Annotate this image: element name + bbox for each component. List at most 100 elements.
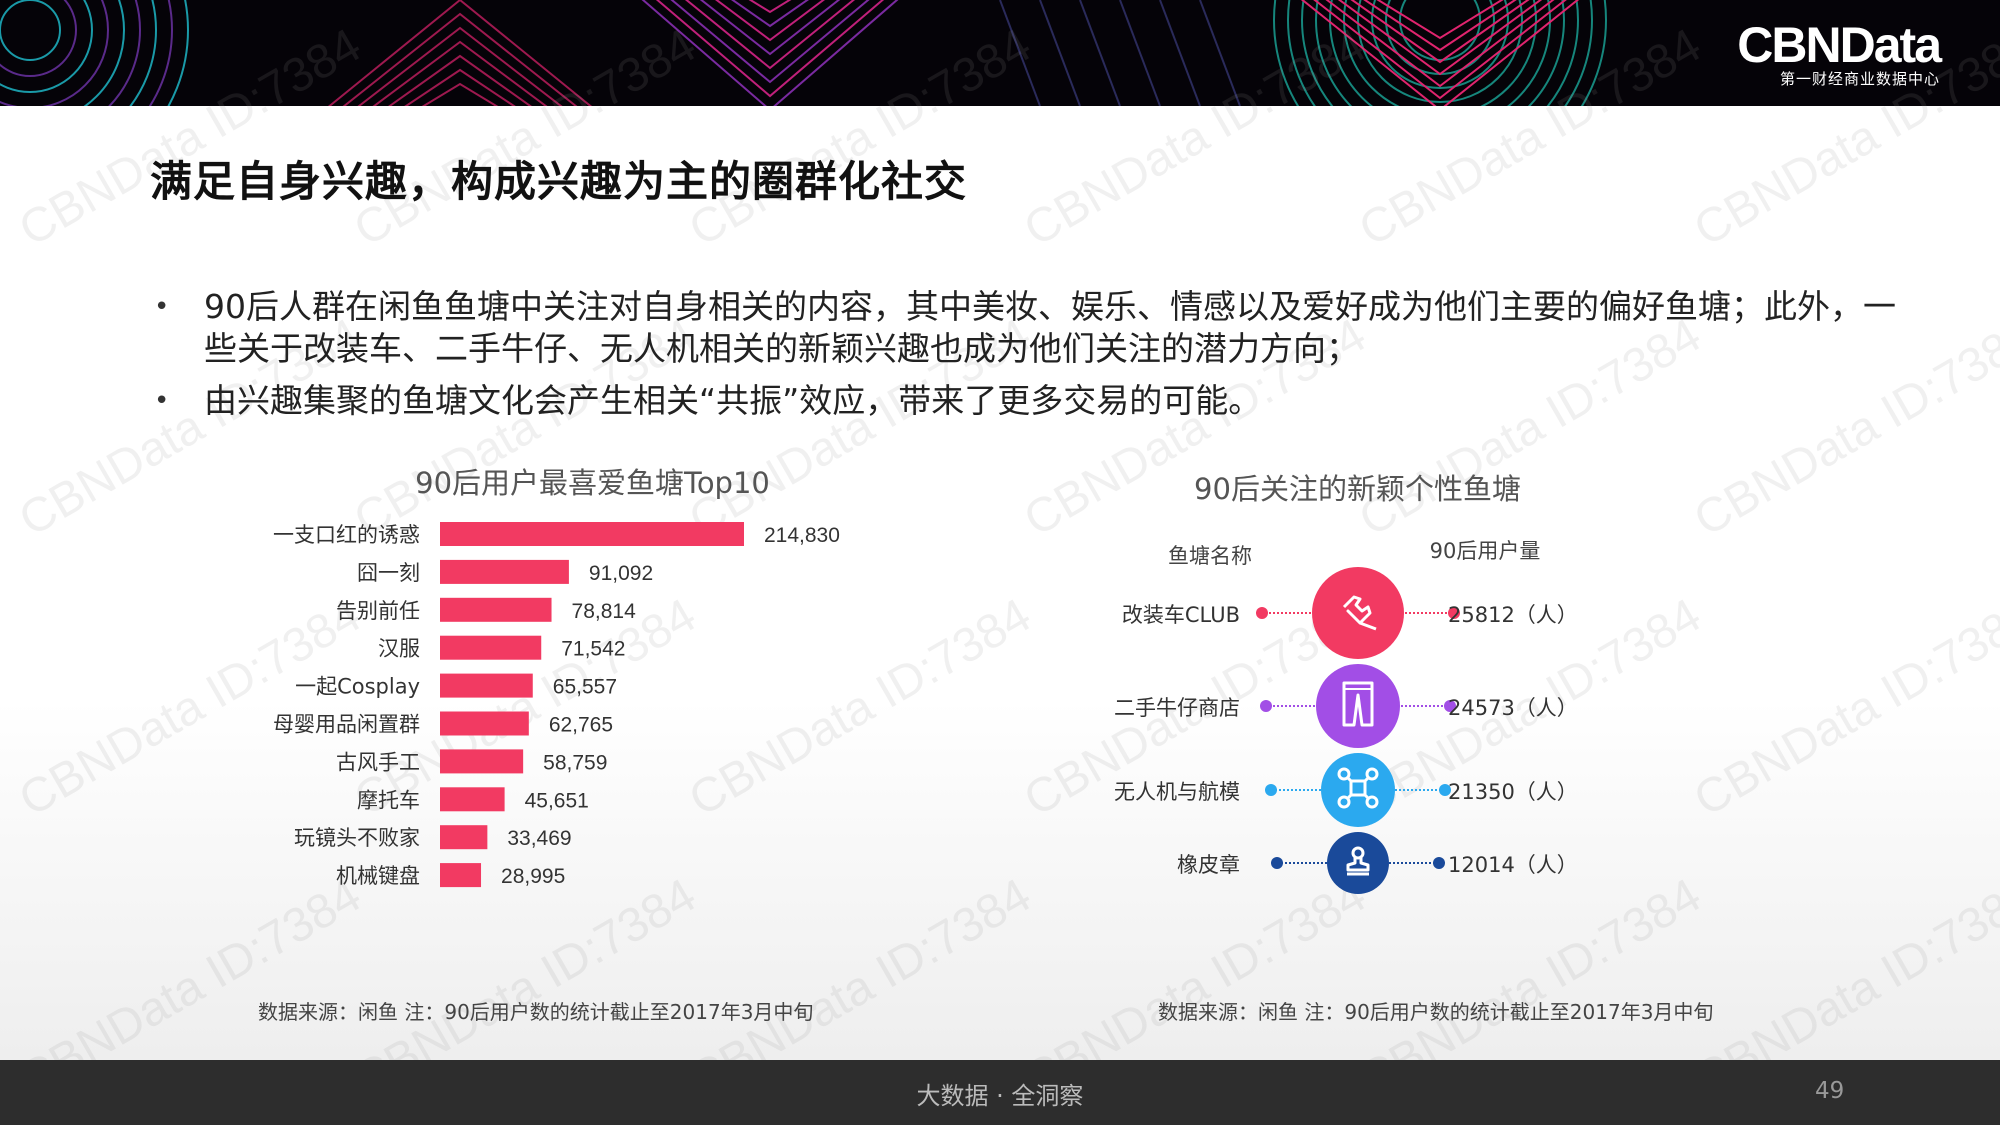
data-label: 214,830 <box>764 524 840 547</box>
pond-name: 橡皮章 <box>1177 853 1240 877</box>
decor-ring <box>1329 0 1551 106</box>
data-label: 28,995 <box>501 865 565 888</box>
decor-triangle <box>1300 0 1580 106</box>
bar <box>440 787 505 812</box>
decor-ring <box>129 0 157 106</box>
data-label: 33,469 <box>507 827 571 850</box>
decor-triangle <box>641 0 899 106</box>
connector-dot <box>1260 700 1272 712</box>
decor-triangle <box>715 0 825 42</box>
bar-chart-title: 90后用户最喜爱鱼塘Top10 <box>415 466 770 500</box>
bullet-dot-icon: • <box>154 386 170 416</box>
bullet-text: 90后人群在闲鱼鱼塘中关注对自身相关的内容，其中美妆、娱乐、情感以及爱好成为他们… <box>204 287 1896 368</box>
pond-icon-circle <box>1327 832 1389 894</box>
bar <box>440 711 529 736</box>
bar <box>440 673 533 698</box>
data-label: 45,651 <box>525 789 589 812</box>
decor-ring <box>1273 0 1607 106</box>
footer-tagline: 大数据 · 全洞察 <box>916 1082 1084 1110</box>
decor-triangle <box>327 0 593 106</box>
wrench-icon <box>1336 589 1380 637</box>
decor-triangle <box>357 26 563 106</box>
decor-triangle <box>1325 0 1555 88</box>
decor-triangle <box>1350 0 1530 64</box>
connector-dot <box>1256 607 1268 619</box>
category-label: 告别前任 <box>336 599 420 623</box>
page-number: 49 <box>1815 1078 1845 1104</box>
bullet-item: • 90后人群在闲鱼鱼塘中关注对自身相关的内容，其中美妆、娱乐、情感以及爱好成为… <box>150 286 1910 370</box>
decor-ring <box>0 0 93 93</box>
stamp-icon <box>1342 845 1374 881</box>
decor-line <box>1039 0 1081 106</box>
decor-triangle <box>1376 0 1504 40</box>
category-label: 一起Cosplay <box>295 675 420 699</box>
decor-line <box>1199 0 1241 106</box>
category-label: 玩镜头不败家 <box>294 826 420 850</box>
bar <box>440 597 552 622</box>
decor-ring <box>1315 0 1565 106</box>
pond-users: 21350（人） <box>1448 780 1578 804</box>
decor-ring <box>1399 0 1481 61</box>
decor-line <box>1079 0 1121 106</box>
header-decoration <box>0 0 1607 106</box>
category-label: 母婴用品闲置群 <box>273 713 420 737</box>
data-label: 71,542 <box>561 638 625 661</box>
background-fade <box>0 700 2000 1060</box>
bar <box>440 825 488 850</box>
decor-triangle <box>388 54 532 106</box>
logo-subtitle: 第一财经商业数据中心 <box>1779 70 1940 88</box>
pond-name: 改装车CLUB <box>1121 603 1240 627</box>
category-label: 囧一刻 <box>357 561 420 585</box>
decor-pattern <box>0 0 1607 106</box>
bullet-item: • 由兴趣集聚的鱼塘文化会产生相关“共振”效应，带来了更多交易的可能。 <box>150 380 1910 422</box>
decor-triangle <box>372 40 548 106</box>
column-header-name: 鱼塘名称 <box>1168 544 1252 568</box>
decor-ring <box>1287 0 1593 106</box>
bar <box>440 522 744 546</box>
decor-triangle <box>342 12 578 106</box>
decor-ring <box>1357 0 1523 103</box>
connector-dot <box>1265 784 1277 796</box>
category-label: 一支口红的诱惑 <box>273 523 420 547</box>
decor-triangle <box>655 0 885 98</box>
connector-dot <box>1271 857 1283 869</box>
logo-brand: CBNData <box>1737 17 1942 73</box>
category-label: 机械键盘 <box>336 864 420 888</box>
jeans-icon <box>1338 679 1378 733</box>
connector-dot <box>1448 607 1460 619</box>
bullet-list: • 90后人群在闲鱼鱼塘中关注对自身相关的内容，其中美妆、娱乐、情感以及爱好成为… <box>150 286 1910 432</box>
source-note-right: 数据来源：闲鱼 注：90后用户数的统计截止至2017年3月中旬 <box>1158 1000 1714 1024</box>
logo: CBNData 第一财经商业数据中心 <box>1737 17 1942 88</box>
source-note-left: 数据来源：闲鱼 注：90后用户数的统计截止至2017年3月中旬 <box>258 1000 814 1024</box>
connector-dot <box>1439 784 1451 796</box>
decor-triangle <box>730 0 810 28</box>
decor-line <box>1159 0 1201 106</box>
bar <box>440 863 482 888</box>
pond-users: 24573（人） <box>1448 696 1578 720</box>
pond-users: 25812（人） <box>1448 603 1578 627</box>
pond-name: 二手牛仔商店 <box>1114 696 1240 720</box>
pond-icon-circle <box>1312 567 1404 659</box>
data-label: 91,092 <box>589 562 653 585</box>
data-label: 65,557 <box>553 676 617 699</box>
connector-dot <box>1433 857 1445 869</box>
pond-icon-circle <box>1316 664 1400 748</box>
decor-triangle <box>1313 0 1567 100</box>
data-label: 78,814 <box>572 600 637 623</box>
data-label: 58,759 <box>543 751 607 774</box>
header-band: CBNData 第一财经商业数据中心 <box>0 0 2000 106</box>
column-header-users: 90后用户量 <box>1429 539 1541 563</box>
bullet-text: 由兴趣集聚的鱼塘文化会产生相关“共振”效应，带来了更多交易的可能。 <box>204 381 1262 420</box>
decor-triangle <box>1337 0 1543 76</box>
bar <box>440 635 542 660</box>
decor-triangle <box>684 0 856 70</box>
bar-chart: 一支口红的诱惑 214,830 囧一刻 91,092 告别前任 78,814 汉服 71,54… <box>273 522 840 888</box>
table-chart-title: 90后关注的新颖个性鱼塘 <box>1194 472 1521 506</box>
category-label: 摩托车 <box>357 788 420 812</box>
pond-users: 12014（人） <box>1448 853 1578 877</box>
decor-ring <box>148 0 173 106</box>
decor-triangle <box>670 0 870 84</box>
drone-icon <box>1336 766 1380 814</box>
decor-ring <box>0 0 109 106</box>
bar <box>440 749 524 774</box>
